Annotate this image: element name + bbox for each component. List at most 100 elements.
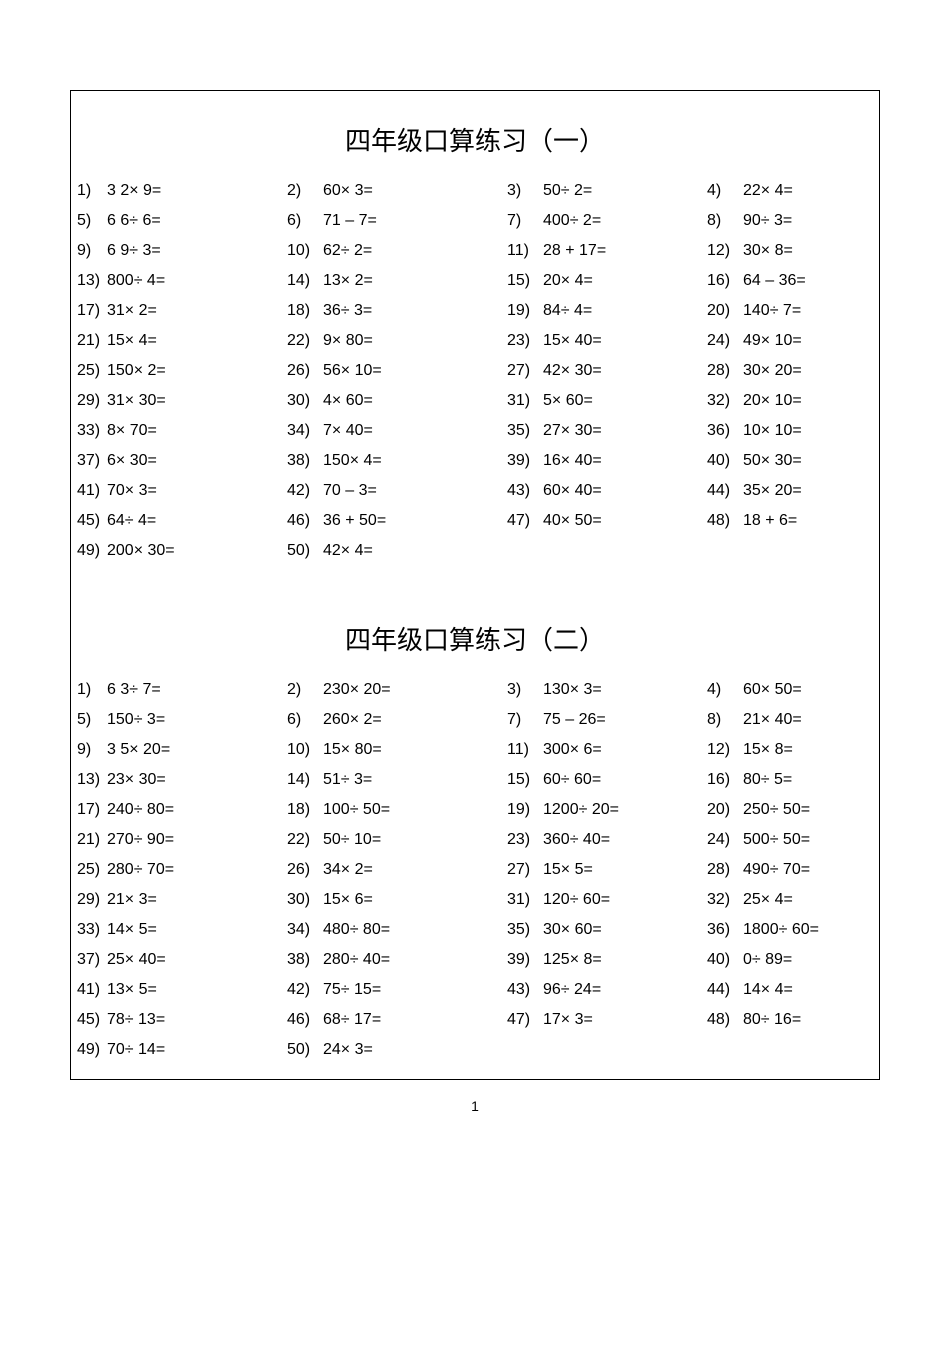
problem-expression: 800÷ 4= [107, 272, 165, 290]
problem-expression: 62÷ 2= [323, 242, 372, 260]
problem-number: 21) [77, 831, 107, 849]
problem-item: 20)140÷ 7= [707, 302, 867, 320]
problem-expression: 70× 3= [107, 482, 157, 500]
problem-number: 5) [77, 711, 107, 729]
problem-number: 47) [507, 512, 543, 530]
problem-number: 49) [77, 542, 107, 560]
problem-item: 28)30× 20= [707, 362, 867, 380]
problem-expression: 20× 10= [743, 392, 802, 410]
page-number: 1 [0, 1098, 950, 1114]
problem-item: 15)60÷ 60= [507, 771, 707, 789]
problem-item: 10)15× 80= [287, 741, 507, 759]
problem-number: 29) [77, 392, 107, 410]
problem-item: 10)62÷ 2= [287, 242, 507, 260]
problem-item: 43)60× 40= [507, 482, 707, 500]
problem-item: 23)360÷ 40= [507, 831, 707, 849]
problem-expression: 34× 2= [323, 861, 373, 879]
problem-item: 8)90÷ 3= [707, 212, 867, 230]
problem-expression: 14× 4= [743, 981, 793, 999]
problem-expression: 28 + 17= [543, 242, 606, 260]
problem-expression: 270÷ 90= [107, 831, 174, 849]
problem-number: 10) [287, 242, 323, 260]
problem-item: 19)84÷ 4= [507, 302, 707, 320]
problem-number: 12) [707, 741, 743, 759]
problem-expression: 15× 4= [107, 332, 157, 350]
problem-number: 38) [287, 452, 323, 470]
section-gap [77, 560, 873, 610]
section-2-problems: 1)6 3÷ 7=2)230× 20=3)130× 3=4)60× 50=5)1… [77, 681, 873, 1059]
problem-expression: 13× 2= [323, 272, 373, 290]
problem-item: 48)80÷ 16= [707, 1011, 867, 1029]
problem-item: 9)6 9÷ 3= [77, 242, 287, 260]
problem-item: 40)0÷ 89= [707, 951, 867, 969]
problem-number: 16) [707, 272, 743, 290]
problem-item: 29)21× 3= [77, 891, 287, 909]
problem-number: 49) [77, 1041, 107, 1059]
problem-item: 49)200× 30= [77, 542, 287, 560]
problem-number: 34) [287, 422, 323, 440]
problem-item: 24)500÷ 50= [707, 831, 867, 849]
problem-item: 50)24× 3= [287, 1041, 507, 1059]
problem-number: 46) [287, 512, 323, 530]
problem-expression: 30× 60= [543, 921, 602, 939]
problem-expression: 130× 3= [543, 681, 602, 699]
problem-expression: 50× 30= [743, 452, 802, 470]
problem-item: 2)60× 3= [287, 182, 507, 200]
problem-expression: 10× 10= [743, 422, 802, 440]
problem-number: 13) [77, 771, 107, 789]
problem-number: 31) [507, 392, 543, 410]
problem-item: 48)18 + 6= [707, 512, 867, 530]
problem-expression: 23× 30= [107, 771, 166, 789]
problem-item: 44)35× 20= [707, 482, 867, 500]
problem-expression: 360÷ 40= [543, 831, 610, 849]
problem-expression: 5× 60= [543, 392, 593, 410]
problem-item: 19)1200÷ 20= [507, 801, 707, 819]
problem-item: 25)150× 2= [77, 362, 287, 380]
problem-item: 4)60× 50= [707, 681, 867, 699]
empty-cell [507, 1041, 707, 1059]
problem-expression: 150× 4= [323, 452, 382, 470]
problem-item: 1)6 3÷ 7= [77, 681, 287, 699]
problem-item: 5)6 6÷ 6= [77, 212, 287, 230]
problem-item: 25)280÷ 70= [77, 861, 287, 879]
problem-expression: 68÷ 17= [323, 1011, 381, 1029]
problem-expression: 27× 30= [543, 422, 602, 440]
problem-number: 21) [77, 332, 107, 350]
problem-item: 33)14× 5= [77, 921, 287, 939]
problem-number: 8) [707, 212, 743, 230]
problem-expression: 15× 40= [543, 332, 602, 350]
section-2-title: 四年级口算练习（二） [77, 620, 873, 657]
problem-item: 45)64÷ 4= [77, 512, 287, 530]
worksheet-page: 四年级口算练习（一） 1)3 2× 9=2)60× 3=3)50÷ 2=4)22… [70, 90, 880, 1080]
problem-number: 36) [707, 921, 743, 939]
problem-number: 28) [707, 861, 743, 879]
problem-expression: 84÷ 4= [543, 302, 592, 320]
problem-item: 46)68÷ 17= [287, 1011, 507, 1029]
problem-item: 12)15× 8= [707, 741, 867, 759]
problem-expression: 3 2× 9= [107, 182, 161, 200]
problem-item: 11)300× 6= [507, 741, 707, 759]
problem-expression: 64 – 36= [743, 272, 806, 290]
problem-item: 45)78÷ 13= [77, 1011, 287, 1029]
problem-number: 14) [287, 272, 323, 290]
problem-item: 24)49× 10= [707, 332, 867, 350]
problem-expression: 15× 80= [323, 741, 382, 759]
problem-expression: 21× 40= [743, 711, 802, 729]
problem-number: 33) [77, 422, 107, 440]
problem-expression: 70 – 3= [323, 482, 377, 500]
problem-expression: 3 5× 20= [107, 741, 170, 759]
problem-expression: 230× 20= [323, 681, 391, 699]
problem-expression: 6× 30= [107, 452, 157, 470]
problem-expression: 280÷ 70= [107, 861, 174, 879]
problem-item: 8)21× 40= [707, 711, 867, 729]
problem-number: 41) [77, 981, 107, 999]
problem-number: 39) [507, 452, 543, 470]
problem-item: 35)30× 60= [507, 921, 707, 939]
problem-item: 30)4× 60= [287, 392, 507, 410]
problem-number: 4) [707, 681, 743, 699]
empty-cell [707, 542, 867, 560]
problem-item: 28)490÷ 70= [707, 861, 867, 879]
problem-item: 26)56× 10= [287, 362, 507, 380]
problem-number: 22) [287, 332, 323, 350]
problem-item: 27)42× 30= [507, 362, 707, 380]
